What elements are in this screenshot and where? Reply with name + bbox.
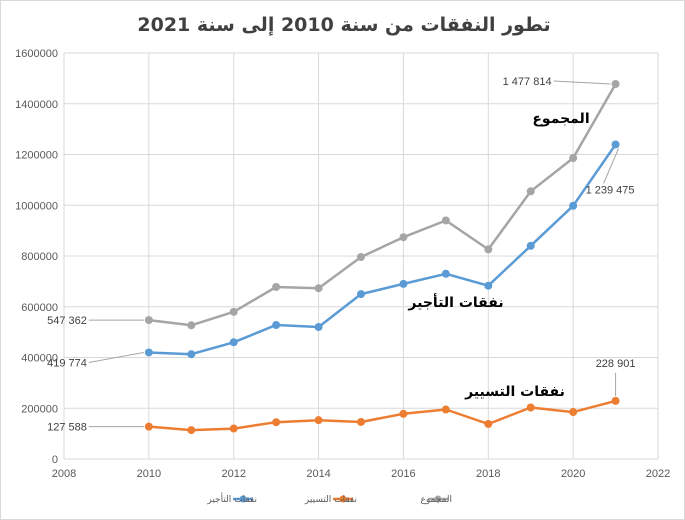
y-tick-label: 1000000 <box>15 200 58 212</box>
data-point <box>484 419 493 428</box>
data-point <box>272 282 281 291</box>
data-point <box>314 323 323 332</box>
y-tick-label: 600000 <box>21 302 58 314</box>
data-point <box>357 417 365 426</box>
series-annotation: نفقات التأجير <box>407 293 503 311</box>
data-point <box>399 409 408 418</box>
y-tick-label: 1400000 <box>15 99 58 111</box>
leader-line <box>603 148 620 184</box>
series-annotation: نفقات التسيير <box>464 384 565 400</box>
data-point <box>357 290 365 299</box>
series-line-2 <box>148 83 617 327</box>
data-point <box>399 279 408 288</box>
leader-line <box>553 80 611 85</box>
y-tick-label: 0 <box>52 454 58 466</box>
data-point <box>484 245 493 254</box>
data-label: 127 588 <box>47 422 87 434</box>
series-line-1 <box>148 399 616 432</box>
axis-layer: 0 200000 400000 600000 800000 1000000 1200000 1… <box>15 48 670 480</box>
data-point <box>187 350 196 359</box>
legend-item-label: نفقات التأجير <box>206 492 257 505</box>
leader-line <box>88 351 144 363</box>
legend-item-label: نفقات التسيير <box>304 495 357 505</box>
data-point <box>526 241 535 250</box>
x-tick-label: 2016 <box>391 468 415 480</box>
chart-title: تطور النفقات من سنة 2010 إلى سنة 2021 <box>137 14 550 36</box>
data-point <box>611 140 620 149</box>
data-point <box>229 338 238 347</box>
data-point <box>569 408 578 417</box>
x-tick-label: 2022 <box>646 468 670 480</box>
data-point <box>314 284 323 293</box>
data-point <box>187 426 196 435</box>
y-tick-label: 1600000 <box>15 48 58 60</box>
data-point <box>441 405 450 414</box>
data-point <box>314 416 323 425</box>
legend-marker <box>239 495 247 503</box>
data-label: 1 477 814 <box>503 76 552 88</box>
x-tick-label: 2010 <box>137 468 161 480</box>
y-tick-label: 400000 <box>21 353 58 365</box>
series-annotation: المجموع <box>532 111 589 127</box>
data-point <box>526 403 535 412</box>
x-tick-label: 2012 <box>221 468 245 480</box>
label-layer: 547 362 419 774 127 588 1 477 814 1 239 475 2… <box>47 76 635 434</box>
series-layer <box>144 80 620 435</box>
data-label: 547 362 <box>47 315 87 327</box>
x-tick-label: 2014 <box>306 468 330 480</box>
data-point <box>484 281 493 290</box>
x-tick-label: 2020 <box>561 468 585 480</box>
data-point <box>569 154 578 163</box>
series-line-0 <box>148 143 617 356</box>
data-point <box>441 269 450 278</box>
data-point <box>144 316 153 325</box>
data-point <box>229 424 238 433</box>
data-point <box>187 321 196 330</box>
legend-marker <box>434 495 442 503</box>
legend-layer: نفقات التأجير نفقات التسيير المجموع <box>206 492 452 505</box>
y-tick-label: 1200000 <box>15 150 58 162</box>
data-point <box>357 253 365 262</box>
data-label: 228 901 <box>596 358 636 370</box>
data-point <box>526 187 535 196</box>
data-label: 419 774 <box>47 357 87 369</box>
data-point <box>144 422 153 431</box>
data-point <box>611 396 620 405</box>
data-point <box>441 216 450 225</box>
legend-marker <box>339 495 347 503</box>
data-point <box>399 233 408 242</box>
y-tick-label: 800000 <box>21 251 58 263</box>
data-point <box>144 348 153 357</box>
legend-item-label: المجموع <box>421 495 452 505</box>
x-tick-label: 2018 <box>476 468 500 480</box>
data-point <box>229 307 238 316</box>
x-tick-label: 2008 <box>52 468 76 480</box>
data-point <box>569 201 578 210</box>
data-point <box>611 80 620 89</box>
data-label: 1 239 475 <box>586 184 635 196</box>
data-point <box>272 321 281 330</box>
y-tick-label: 200000 <box>21 403 58 415</box>
data-point <box>272 418 281 427</box>
